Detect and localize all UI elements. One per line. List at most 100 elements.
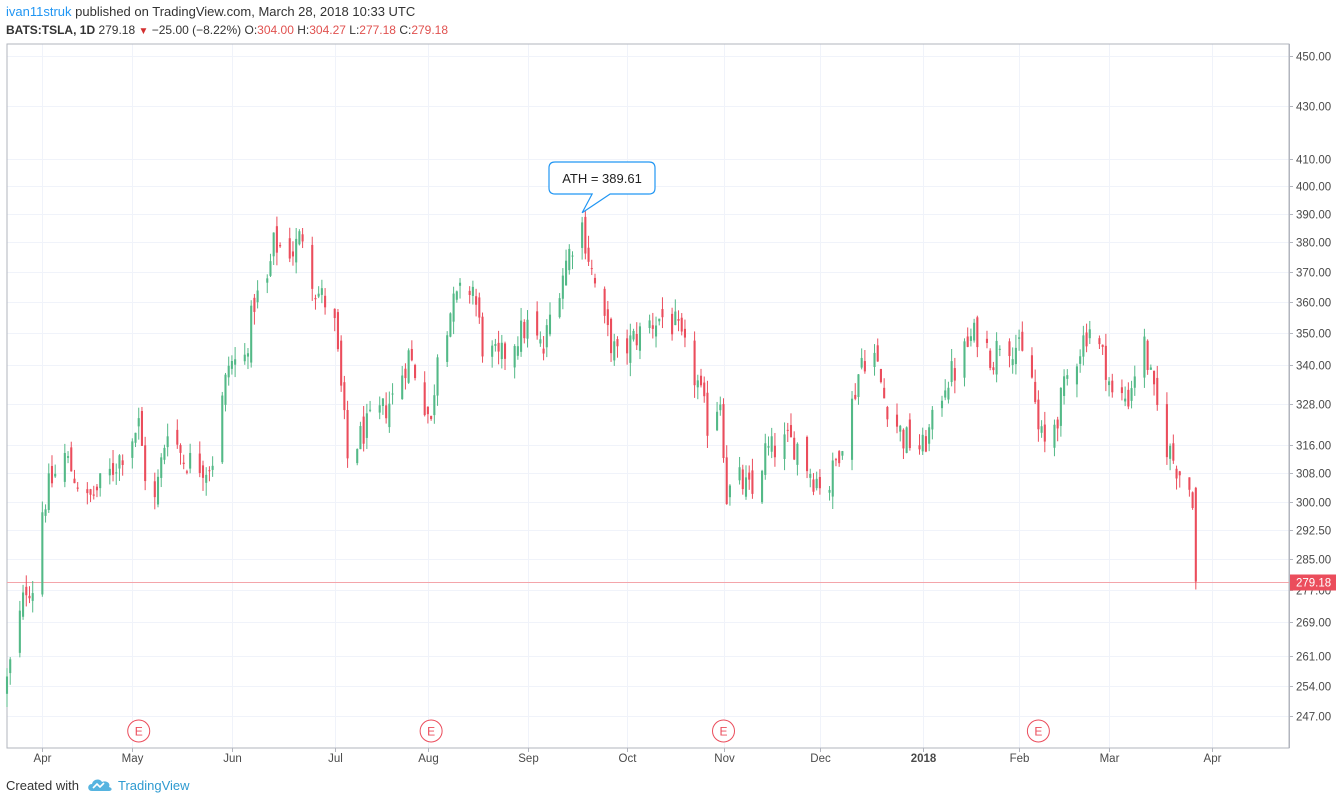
candle-body <box>115 472 118 474</box>
x-tick-label: Nov <box>714 753 735 765</box>
y-tick-label: 370.00 <box>1296 268 1331 280</box>
y-tick-label: 254.00 <box>1296 682 1331 694</box>
candle-body <box>404 368 407 379</box>
open-label: O: <box>244 23 258 37</box>
candle-body <box>163 447 166 460</box>
candle-body <box>973 322 976 341</box>
candle-body <box>565 260 568 286</box>
candle-body <box>1156 377 1159 406</box>
candle-body <box>539 339 542 344</box>
last-price-badge <box>1290 574 1336 591</box>
candle-body <box>886 407 889 420</box>
candle-body <box>744 477 748 497</box>
candle-body <box>336 312 339 350</box>
candle-body <box>1143 336 1146 378</box>
candle-body <box>436 357 439 396</box>
change-value: −25.00 (−8.22%) <box>151 23 242 37</box>
plot-border <box>6 43 1290 749</box>
y-tick-label: 261.00 <box>1296 652 1331 664</box>
candle-body <box>224 374 227 405</box>
earnings-marker[interactable] <box>1026 719 1050 743</box>
candle-body <box>1149 367 1152 370</box>
candle-body <box>1059 387 1062 426</box>
candle-body <box>458 282 462 286</box>
candle-body <box>1066 375 1069 379</box>
candle-body <box>523 321 526 339</box>
candle-body <box>950 361 953 383</box>
price-axis[interactable]: 247.00254.00261.00269.00277.00285.00292.… <box>1289 52 1336 724</box>
candle-body <box>1030 355 1034 378</box>
candle-body <box>928 427 931 444</box>
y-tick-label: 350.00 <box>1296 329 1331 341</box>
time-axis[interactable]: Apr May Jun Jul Aug Sep Oct Nov Dec 2018 Feb Mar Apr <box>34 748 1222 765</box>
author-link[interactable]: ivan11struk <box>6 4 72 19</box>
candle-body <box>18 610 21 653</box>
candle-body <box>388 403 391 428</box>
candle-body <box>1082 335 1085 357</box>
candle-body <box>536 311 539 336</box>
earnings-marker[interactable] <box>419 719 443 743</box>
tradingview-brand-link[interactable]: TradingView <box>118 778 190 793</box>
candle-body <box>95 486 99 491</box>
candle-body <box>179 445 182 453</box>
candle-body <box>426 406 429 415</box>
candle-body <box>446 335 449 362</box>
candle-body <box>410 348 413 361</box>
x-tick-label: Mar <box>1100 753 1120 765</box>
x-tick-label: Aug <box>418 753 438 765</box>
tradingview-cloud-icon[interactable] <box>86 776 114 799</box>
candle-body <box>1098 338 1101 345</box>
candle-body <box>407 350 410 383</box>
candle-body <box>1124 398 1127 402</box>
earnings-marker[interactable] <box>127 719 151 743</box>
candle-body <box>632 330 635 340</box>
candle-body <box>1008 341 1011 357</box>
candle-body <box>860 357 863 368</box>
candle-body <box>455 291 458 300</box>
candle-body <box>211 465 214 470</box>
candle-body <box>311 244 314 289</box>
candle-body <box>995 340 998 375</box>
candle-body <box>716 411 719 431</box>
candle-body <box>976 317 979 348</box>
candle-body <box>944 390 947 398</box>
candle-body <box>365 413 368 438</box>
candle-body <box>243 354 246 362</box>
candlestick-series <box>5 211 1197 708</box>
high-label: H: <box>297 23 310 37</box>
callout-bubble[interactable] <box>548 161 656 214</box>
candle-body <box>76 487 79 489</box>
candle-body <box>1063 376 1066 396</box>
candle-body <box>834 459 838 461</box>
low-value: 277.18 <box>359 23 396 37</box>
y-tick-label: 450.00 <box>1296 52 1331 64</box>
candle-body <box>41 512 44 595</box>
candle-body <box>1040 426 1043 433</box>
candle-body <box>291 251 295 257</box>
candle-body <box>108 468 111 476</box>
candle-body <box>654 325 658 337</box>
candle-body <box>5 676 9 694</box>
low-label: L: <box>349 23 360 37</box>
candle-body <box>359 426 362 450</box>
y-tick-label: 410.00 <box>1296 155 1331 167</box>
y-tick-label: 292.50 <box>1296 526 1331 538</box>
candle-body <box>658 318 661 322</box>
candle-body <box>520 320 523 352</box>
candle-body <box>381 398 384 406</box>
candle-body <box>648 320 651 328</box>
last-price-badge-label: 279.18 <box>1296 578 1331 590</box>
candle-body <box>581 222 584 248</box>
candle-body <box>838 451 841 464</box>
earnings-marker[interactable] <box>712 719 736 743</box>
candle-body <box>761 470 764 503</box>
candle-body <box>491 345 494 357</box>
candle-body <box>1165 404 1168 458</box>
candle-body <box>288 238 291 259</box>
candle-body <box>902 429 905 449</box>
candle-body <box>992 367 995 371</box>
candle-body <box>1021 331 1024 351</box>
candle-body <box>879 368 882 383</box>
candle-body <box>1178 471 1181 476</box>
